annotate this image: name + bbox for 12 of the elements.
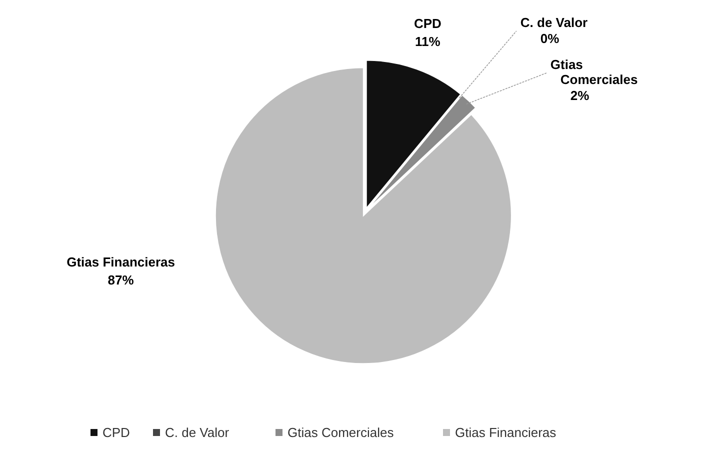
- slice-label: Gtias Comerciales: [550, 57, 638, 87]
- data-label: 11%: [415, 34, 441, 49]
- category-label: C. de Valor: [520, 15, 588, 30]
- text: 0%: [540, 31, 560, 46]
- slice-label: CPD: [414, 16, 442, 31]
- legend-label: Gtias Comerciales: [288, 425, 394, 440]
- legend-label: C. de Valor: [165, 425, 230, 440]
- data-label: 2%: [570, 88, 590, 103]
- slice-label: Gtias Financieras: [66, 254, 175, 270]
- legend-label: CPD: [102, 425, 130, 440]
- data-label: 87%: [108, 272, 134, 288]
- legend-label: Gtias Financieras: [455, 425, 557, 440]
